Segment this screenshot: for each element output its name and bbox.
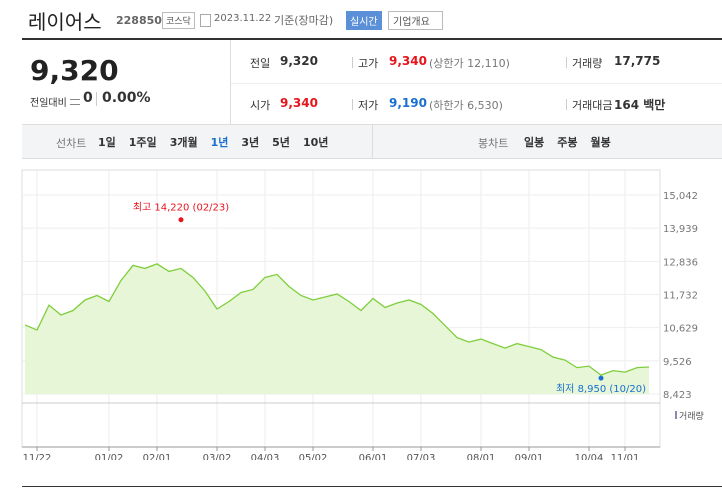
realtime-badge[interactable]: 실시간 — [346, 11, 382, 30]
candle-tab[interactable]: 월봉 — [590, 136, 611, 149]
quote-value: 9,190 — [389, 96, 427, 110]
quote-value: 9,340 — [280, 96, 318, 110]
period-tab[interactable]: 3년 — [241, 136, 260, 149]
period-tab[interactable]: 1주일 — [128, 136, 157, 149]
change: 0 — [83, 90, 93, 106]
line-chart-label: 선차트 — [56, 137, 87, 150]
flat-icon — [70, 99, 80, 105]
separator — [566, 57, 567, 68]
annotation: 최저 8,950 (10/20) — [556, 383, 646, 395]
y-tick-label: 9,526 — [663, 357, 692, 368]
quote-value: 17,775 — [614, 54, 661, 68]
x-tick-label: 10/04 — [575, 453, 604, 460]
x-tick-label: 11/01 — [611, 453, 640, 460]
y-tick-label: 15,042 — [663, 191, 698, 202]
quote-note: (상한가 12,110) — [429, 57, 510, 70]
change-label: 전일대비 — [30, 98, 67, 109]
separator — [372, 125, 373, 158]
y-tick-label: 13,939 — [663, 224, 698, 235]
price-line — [24, 263, 650, 376]
divider — [22, 38, 722, 40]
separator — [566, 99, 567, 110]
market-badge: 코스닥 — [162, 12, 195, 29]
date: 2023.11.22 — [214, 13, 272, 24]
stock-code: 228850 — [116, 14, 162, 27]
period-tab[interactable]: 1일 — [98, 136, 116, 149]
basis: 기준(장마감) — [274, 14, 334, 27]
x-tick-label: 07/03 — [407, 453, 436, 460]
x-tick-label: 06/01 — [359, 453, 388, 460]
stock-name: 레이어스 — [28, 10, 102, 34]
x-tick-label: 09/01 — [515, 453, 544, 460]
x-tick-label: 11/22 — [23, 453, 52, 460]
y-tick-label: 8,423 — [663, 390, 692, 401]
quote-value: 164 백만 — [614, 98, 666, 112]
separator — [231, 83, 722, 84]
quote-label: 전일 — [250, 57, 271, 70]
candle-tab[interactable]: 일봉 — [524, 136, 545, 149]
x-tick-label: 04/03 — [251, 453, 280, 460]
separator — [96, 92, 97, 106]
candle-tab[interactable]: 주봉 — [557, 136, 578, 149]
quote-value: 9,320 — [280, 54, 318, 68]
period-tab[interactable]: 10년 — [302, 136, 329, 149]
y-tick-label: 12,836 — [663, 257, 698, 268]
candle-chart-label: 봉차트 — [478, 137, 509, 150]
volume-legend: 거래량 — [679, 410, 704, 422]
x-tick-label: 03/02 — [203, 453, 232, 460]
x-tick-label: 05/02 — [299, 453, 328, 460]
separator — [352, 57, 353, 68]
y-tick-label: 10,629 — [663, 324, 698, 335]
divider — [22, 486, 722, 487]
quote-label: 거래량 — [572, 57, 603, 70]
quote-note: (하한가 6,530) — [429, 99, 503, 112]
price: 9,320 — [30, 54, 119, 87]
quote-label: 거래대금 — [572, 99, 613, 112]
legend-swatch — [675, 411, 677, 419]
quote-label: 저가 — [358, 99, 379, 112]
annotation: 최고 14,220 (02/23) — [133, 202, 229, 214]
area — [25, 263, 649, 394]
overview-button[interactable]: 기업개요 — [388, 11, 443, 30]
period-tab[interactable]: 3개월 — [169, 136, 198, 149]
extreme-dot — [598, 375, 604, 381]
x-tick-label: 08/01 — [467, 453, 496, 460]
y-tick-label: 11,732 — [663, 291, 698, 302]
x-tick-label: 01/02 — [95, 453, 124, 460]
rate: 0.00% — [102, 90, 151, 106]
clock-icon — [200, 14, 211, 27]
chart: 8,423 9,526 10,629 11,732 12,836 13,939 15,042… — [21, 169, 704, 460]
quote-value: 9,340 — [389, 54, 427, 68]
period-tab[interactable]: 5년 — [272, 136, 290, 149]
period-tab[interactable]: 1년 — [210, 136, 229, 149]
separator — [230, 40, 231, 124]
extreme-dot — [178, 217, 184, 223]
separator — [352, 99, 353, 110]
x-tick-label: 02/01 — [143, 453, 172, 460]
quote-label: 고가 — [358, 57, 379, 70]
quote-label: 시가 — [250, 99, 271, 112]
